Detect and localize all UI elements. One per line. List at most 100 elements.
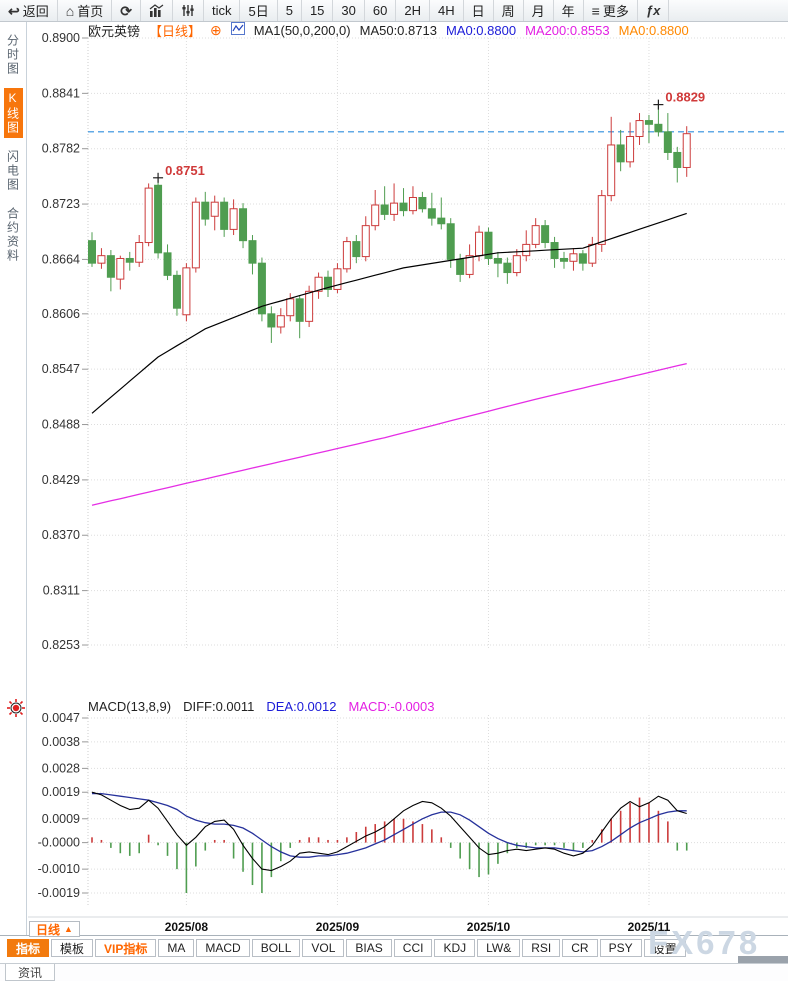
toolbar-interval-30m[interactable]: 30 — [333, 0, 365, 21]
ma50-line — [91, 212, 687, 414]
interval-30m-label: 30 — [341, 3, 356, 18]
svg-text:-0.0010: -0.0010 — [38, 862, 80, 876]
chart-header: 欧元英镑 【日线】 ⊕ MA1(50,0,200,0) MA50:0.8713 … — [88, 22, 689, 39]
period-selector-label: 日线 — [36, 922, 61, 937]
ma200-line — [91, 362, 687, 506]
indicator-tab-settings[interactable]: 设置 — [643, 939, 686, 957]
macd-macd-value: MACD:-0.0003 — [348, 699, 435, 714]
recent-high-marker: 0.8829 — [653, 90, 705, 110]
dea-line — [92, 792, 687, 858]
toolbar-interval-day[interactable]: 日 — [464, 0, 494, 21]
interval-day-label: 日 — [471, 4, 485, 19]
toolbar-interval-60m[interactable]: 60 — [365, 0, 397, 21]
toolbar-home[interactable]: ⌂ 首页 — [58, 0, 113, 21]
svg-text:0.8370: 0.8370 — [42, 528, 80, 542]
macd-dea-value: DEA:0.0012 — [266, 699, 337, 714]
svg-text:-0.0019: -0.0019 — [38, 886, 80, 900]
toolbar-indicator-settings[interactable] — [173, 0, 204, 21]
svg-text:0.8664: 0.8664 — [42, 252, 80, 266]
toolbar-interval-month[interactable]: 月 — [524, 0, 554, 21]
svg-text:0.0009: 0.0009 — [42, 812, 80, 826]
period-selector-button[interactable]: 日线 ▲ — [29, 921, 80, 937]
symbol-name: 欧元英镑 — [88, 23, 141, 39]
indicator-tab-psy[interactable]: PSY — [599, 939, 642, 957]
indicator-tab-lw[interactable]: LW& — [477, 939, 521, 957]
svg-text:0.8723: 0.8723 — [42, 197, 80, 211]
toolbar-interval-15m[interactable]: 15 — [302, 0, 334, 21]
indicator-tab-rsi[interactable]: RSI — [522, 939, 561, 957]
indicator-tab-cr[interactable]: CR — [562, 939, 598, 957]
svg-text:0.0019: 0.0019 — [42, 785, 80, 799]
svg-text:2025/08: 2025/08 — [165, 920, 209, 934]
more-label: 更多 — [602, 4, 629, 19]
swing-high-marker: 0.8751 — [153, 163, 205, 183]
ma200-value: MA200:0.8553 — [525, 22, 610, 38]
sidebar-item-flash-chart[interactable]: 闪电图 — [5, 150, 20, 192]
svg-text:0.8488: 0.8488 — [42, 418, 80, 432]
svg-text:0.8311: 0.8311 — [43, 584, 80, 598]
diff-line — [91, 791, 687, 872]
indicator-tab-vip-indicator[interactable]: VIP指标 — [95, 939, 157, 957]
indicator-tab-macd[interactable]: MACD — [196, 939, 250, 957]
news-bar: 资讯 — [0, 963, 788, 981]
svg-text:-0.0000: -0.0000 — [38, 836, 80, 850]
toolbar-interval-4h[interactable]: 4H — [430, 0, 464, 21]
macd-histogram — [91, 797, 688, 893]
interval-year-label: 年 — [561, 4, 575, 19]
svg-text:0.8900: 0.8900 — [42, 31, 80, 45]
svg-text:0.0028: 0.0028 — [42, 761, 80, 775]
chart-type-icon — [149, 4, 164, 17]
toolbar-chart-type[interactable] — [141, 0, 173, 21]
interval-60m-label: 60 — [372, 3, 388, 18]
svg-text:2025/11: 2025/11 — [628, 920, 671, 934]
home-icon: ⌂ — [65, 2, 75, 19]
sidebar-item-contract-info[interactable]: 合约资料 — [5, 207, 20, 263]
interval-week-label: 周 — [501, 4, 515, 19]
svg-text:0.8782: 0.8782 — [42, 142, 80, 156]
toolbar-interval-5m[interactable]: 5 — [278, 0, 302, 21]
news-tab[interactable]: 资讯 — [5, 964, 56, 981]
brightness-icon[interactable] — [6, 698, 26, 723]
interval-2h-label: 2H — [404, 3, 421, 18]
indicator-tab-vol[interactable]: VOL — [302, 939, 345, 957]
interval-5d-label: 5日 — [248, 4, 269, 19]
mini-chart-icon[interactable] — [230, 22, 245, 38]
triangle-up-icon: ▲ — [64, 924, 73, 934]
sidebar-item-kline-chart[interactable]: K线图 — [3, 88, 23, 138]
toolbar-formula[interactable]: ƒx — [638, 0, 670, 21]
svg-text:0.8547: 0.8547 — [42, 362, 80, 376]
formula-icon: ƒx — [645, 3, 661, 18]
sidebar-item-time-chart[interactable]: 分时图 — [5, 34, 20, 76]
indicator-tab-boll[interactable]: BOLL — [251, 939, 301, 957]
toolbar-refresh[interactable]: ⟳ — [112, 0, 141, 21]
back-icon: ↩ — [8, 2, 20, 19]
interval-5m-label: 5 — [285, 3, 293, 18]
interval-4h-label: 4H — [437, 3, 455, 18]
indicator-tab-bias[interactable]: BIAS — [346, 939, 392, 957]
indicator-tab-template[interactable]: 模板 — [51, 939, 94, 957]
toolbar-interval-5d[interactable]: 5日 — [240, 0, 278, 21]
ma0-slow-value: MA0:0.8800 — [618, 22, 689, 38]
toolbar-interval-week[interactable]: 周 — [494, 0, 524, 21]
toolbar-interval-tick[interactable]: tick — [204, 0, 241, 21]
toolbar-more[interactable]: ≡ 更多 — [584, 0, 638, 21]
refresh-icon: ⟳ — [120, 2, 132, 19]
indicator-tab-indicator[interactable]: 指标 — [7, 939, 50, 957]
toolbar-interval-2h[interactable]: 2H — [396, 0, 430, 21]
ma0-fast-value: MA0:0.8800 — [445, 22, 517, 38]
toolbar-interval-year[interactable]: 年 — [554, 0, 584, 21]
horizontal-scrollbar[interactable] — [738, 956, 788, 963]
indicator-tab-cci[interactable]: CCI — [393, 939, 433, 957]
candles-layer — [88, 104, 691, 343]
indicator-tab-ma[interactable]: MA — [158, 939, 195, 957]
svg-text:0.8253: 0.8253 — [42, 638, 80, 652]
ma50-value: MA50:0.8713 — [359, 22, 437, 38]
svg-text:0.8751: 0.8751 — [165, 163, 205, 178]
toolbar-back[interactable]: ↩ 返回 — [0, 0, 58, 21]
interval-month-label: 月 — [531, 4, 545, 19]
top-toolbar: ↩ 返回 ⌂ 首页 ⟳ tick 5日 5 15 30 60 2H 4H 日 周 月 年 ≡ 更多 ƒx — [0, 0, 788, 22]
svg-text:0.0038: 0.0038 — [42, 735, 80, 749]
indicator-tab-kdj[interactable]: KDJ — [434, 939, 476, 957]
add-indicator-icon[interactable]: ⊕ — [210, 22, 222, 38]
